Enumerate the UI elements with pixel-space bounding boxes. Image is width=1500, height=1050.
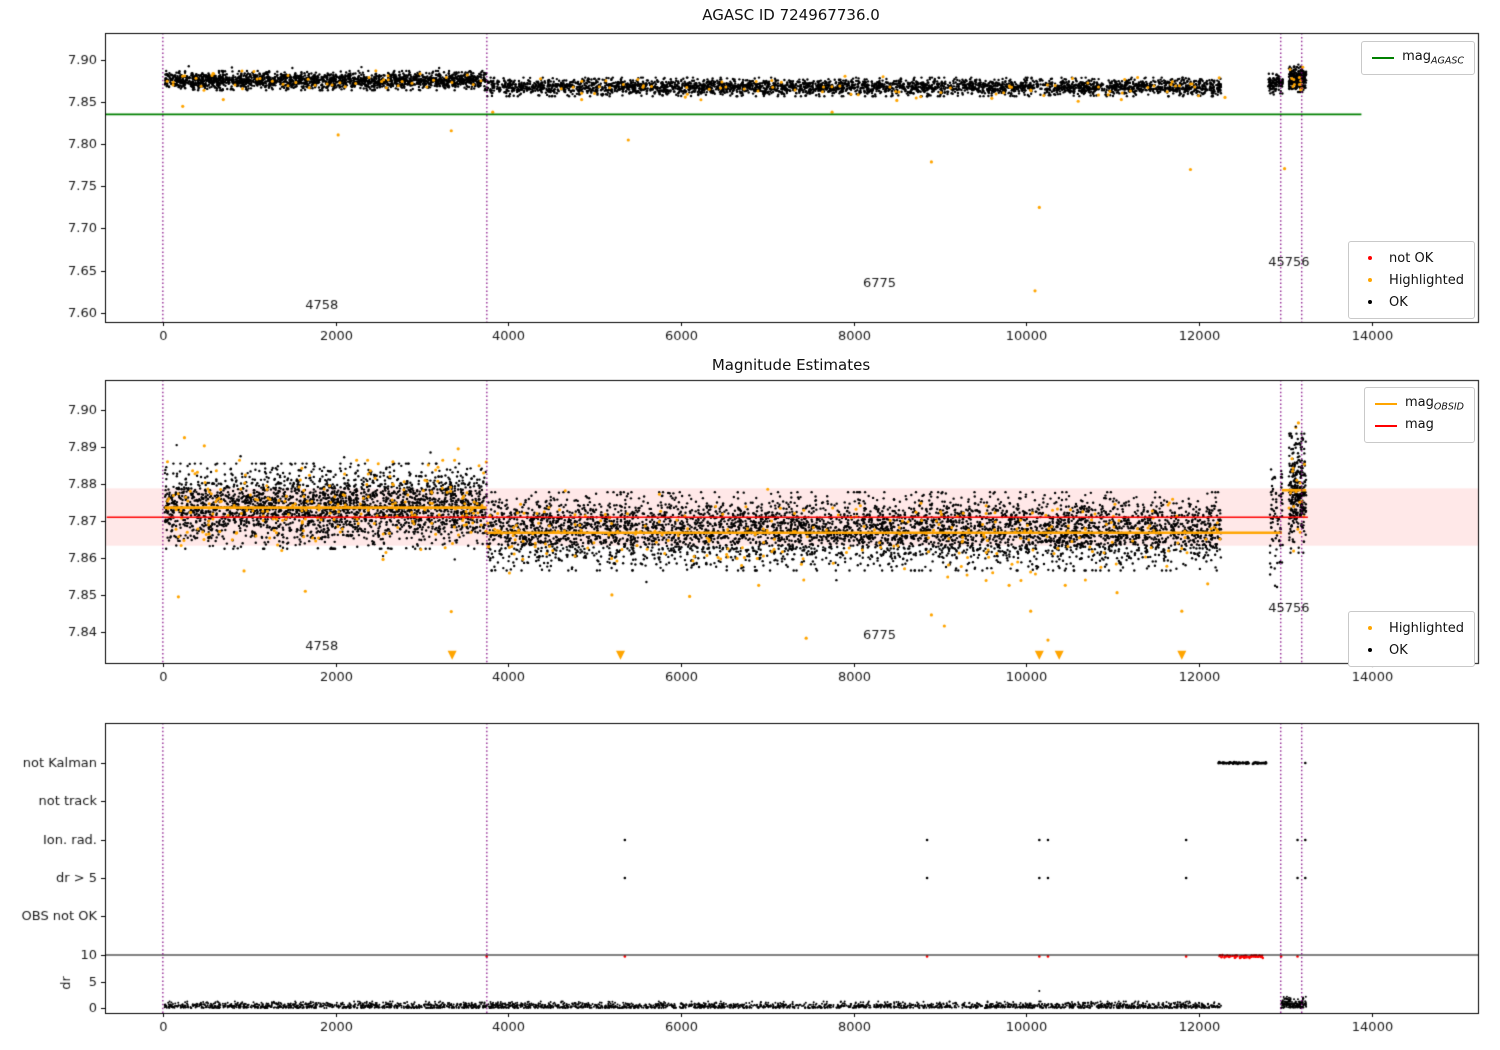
legend-entry: Highlighted <box>1359 617 1464 639</box>
line-marker-icon <box>1374 424 1397 428</box>
dot-marker-icon <box>1359 299 1381 305</box>
legend-entry: mag <box>1374 415 1464 437</box>
legend-top-status: not OK Highlighted OK <box>1348 241 1475 319</box>
dot-marker-icon <box>1359 255 1381 261</box>
legend-label: OK <box>1389 294 1408 310</box>
legend-entry: OK <box>1359 639 1464 661</box>
legend-entry: magOBSID <box>1374 393 1464 415</box>
legend-label: magAGASC <box>1402 49 1464 67</box>
legend-entry: not OK <box>1359 247 1464 269</box>
legend-entry: magAGASC <box>1372 47 1464 69</box>
line-marker-icon <box>1374 402 1397 406</box>
dot-marker-icon <box>1359 625 1381 631</box>
dot-marker-icon <box>1359 647 1381 653</box>
legend-label: OK <box>1389 642 1408 658</box>
middle-plot-title: Magnitude Estimates <box>711 356 871 374</box>
legend-label: Highlighted <box>1389 272 1464 288</box>
legend-label: Highlighted <box>1389 620 1464 636</box>
top-plot-title: AGASC ID 724967736.0 <box>702 6 880 24</box>
dot-marker-icon <box>1359 277 1381 283</box>
legend-mag-agasc: magAGASC <box>1361 41 1475 75</box>
legend-entry: OK <box>1359 291 1464 313</box>
legend-label: magOBSID <box>1404 395 1464 413</box>
legend-mag-obsid: magOBSID mag <box>1363 387 1475 443</box>
legend-label: not OK <box>1389 250 1434 266</box>
line-marker-icon <box>1372 56 1395 60</box>
legend-entry: Highlighted <box>1359 269 1464 291</box>
legend-label: mag <box>1404 417 1434 433</box>
legend-middle-status: Highlighted OK <box>1348 611 1475 667</box>
